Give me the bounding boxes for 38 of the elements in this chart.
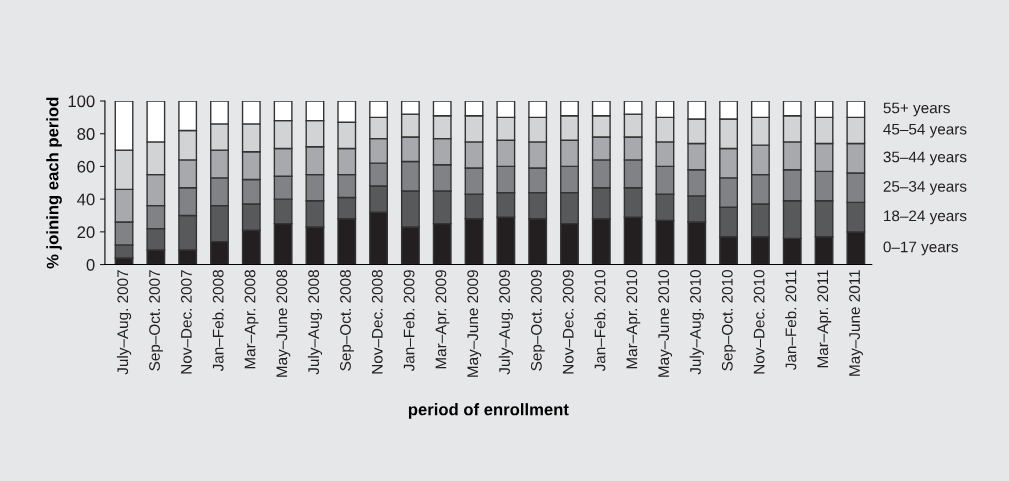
x-tick-label: Sep–Oct. 2007 bbox=[149, 270, 163, 371]
x-tick-label: Nov–Dec. 2009 bbox=[562, 270, 574, 374]
series-label: 55+ years bbox=[883, 102, 950, 117]
x-tick-label: July–Aug. 2007 bbox=[116, 270, 132, 375]
x-tick-label: Mar–Apr. 2010 bbox=[626, 270, 641, 369]
y-tick-label: 0 bbox=[86, 258, 95, 271]
x-tick-label: July–Aug. 2009 bbox=[498, 270, 513, 375]
x-tick-label: July–Aug. 2010 bbox=[689, 270, 704, 375]
y-tick-label: 80 bbox=[77, 128, 95, 140]
x-tick-label: May–June 2011 bbox=[849, 270, 863, 376]
x-tick-label: Nov–Dec. 2007 bbox=[180, 270, 192, 374]
x-tick-label: Nov–Dec. 2008 bbox=[371, 270, 383, 374]
x-tick-label: Sep–Oct. 2009 bbox=[530, 270, 545, 371]
x-tick-label: Nov–Dec. 2010 bbox=[753, 270, 765, 374]
y-axis-title: % joining each period bbox=[46, 97, 62, 269]
series-label: 0–17 years bbox=[883, 241, 958, 256]
x-tick-label: May–June 2009 bbox=[467, 270, 482, 377]
x-tick-label: Mar–Apr. 2009 bbox=[435, 270, 450, 369]
x-tick-label: Jan–Feb. 2011 bbox=[785, 270, 797, 370]
x-tick-label: Jan–Feb. 2009 bbox=[403, 270, 415, 372]
y-tick-label: 40 bbox=[77, 193, 95, 206]
x-tick-label: Sep–Oct. 2008 bbox=[340, 270, 354, 371]
x-tick-label: Jan–Feb. 2010 bbox=[594, 270, 606, 372]
series-label: 35–44 years bbox=[883, 151, 967, 166]
x-tick-label: Jan–Feb. 2008 bbox=[212, 270, 224, 372]
y-tick-label: 60 bbox=[77, 160, 95, 173]
x-tick-label: Mar–Apr. 2008 bbox=[244, 270, 259, 369]
x-tick-label: May–June 2008 bbox=[276, 270, 291, 377]
x-tick-label: July–Aug. 2008 bbox=[307, 270, 323, 375]
x-tick-label: May–June 2010 bbox=[658, 270, 673, 377]
x-axis-title: period of enrollment bbox=[408, 403, 569, 419]
x-tick-label: Sep–Oct. 2010 bbox=[721, 270, 736, 371]
series-label: 25–34 years bbox=[883, 180, 967, 195]
x-tick-label: Mar–Apr. 2011 bbox=[817, 270, 832, 368]
series-label: 45–54 years bbox=[883, 123, 967, 138]
y-tick-label: 20 bbox=[77, 226, 95, 239]
series-label: 18–24 years bbox=[884, 210, 967, 225]
y-tick-label: 100 bbox=[68, 95, 95, 108]
